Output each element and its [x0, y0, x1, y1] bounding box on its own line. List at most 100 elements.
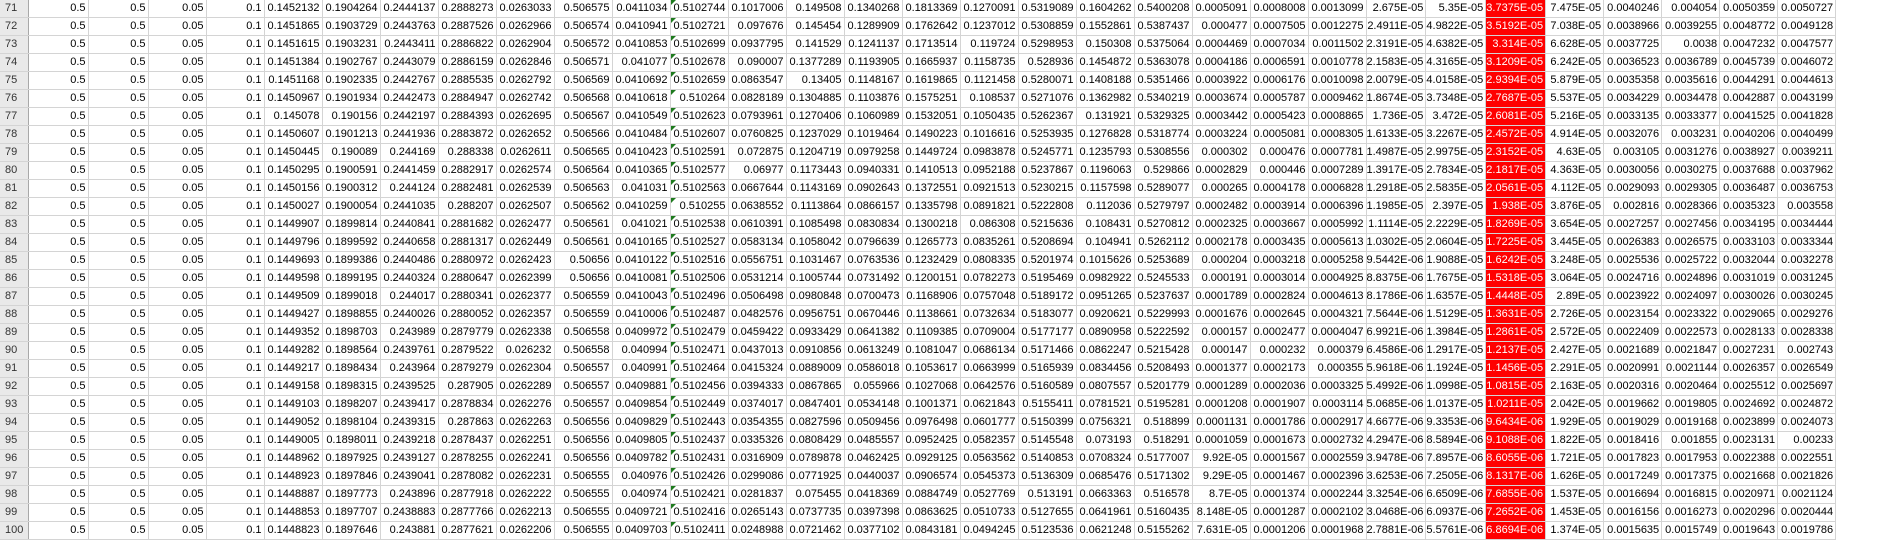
grid-cell[interactable]: 0.0022388 [1719, 449, 1779, 468]
grid-cell[interactable]: 0.1270406 [786, 107, 845, 126]
grid-cell[interactable]: 0.0867865 [786, 377, 845, 396]
row-header[interactable]: 88 [0, 305, 29, 324]
grid-cell[interactable]: 0.1 [206, 17, 265, 36]
grid-cell[interactable]: 0.1 [206, 0, 265, 18]
grid-cell[interactable]: 0.2887526 [438, 17, 497, 36]
grid-cell[interactable]: 0.0756321 [1076, 413, 1135, 432]
grid-cell[interactable]: 0.1204719 [786, 143, 845, 162]
grid-cell[interactable]: 0.0031245 [1777, 269, 1837, 288]
grid-cell[interactable]: 0.05 [148, 413, 207, 432]
grid-cell[interactable]: 0.1619865 [902, 71, 961, 90]
grid-cell[interactable]: 0.506556 [554, 431, 613, 450]
grid-cell[interactable]: 0.5102607 [670, 125, 729, 144]
grid-cell[interactable]: 0.0047577 [1777, 35, 1837, 54]
grid-cell[interactable]: 0.1 [206, 125, 265, 144]
grid-cell[interactable]: 0.5102516 [670, 251, 729, 270]
grid-cell[interactable]: 0.0001131 [1192, 413, 1251, 432]
grid-cell[interactable]: 0.0030056 [1603, 161, 1663, 180]
grid-cell[interactable]: 0.2878255 [438, 449, 497, 468]
grid-cell[interactable]: 0.0262276 [496, 395, 555, 414]
grid-cell[interactable]: 0.0494245 [960, 521, 1019, 540]
grid-cell[interactable]: 0.0863547 [728, 71, 787, 90]
grid-cell[interactable]: 0.5102411 [670, 521, 729, 540]
grid-cell[interactable]: 0.001855 [1661, 431, 1721, 450]
grid-cell[interactable]: 0.2439525 [380, 377, 439, 396]
grid-cell[interactable]: 0.1 [206, 71, 265, 90]
grid-cell[interactable]: 0.0709004 [960, 323, 1019, 342]
grid-cell[interactable]: 0.05 [148, 197, 207, 216]
grid-cell[interactable]: 1.721E-05 [1545, 449, 1605, 468]
grid-cell[interactable]: 0.05 [148, 467, 207, 486]
grid-cell[interactable]: 0.5 [28, 125, 89, 144]
grid-cell[interactable]: 0.05 [148, 161, 207, 180]
grid-cell[interactable]: 0.145078 [264, 107, 323, 126]
grid-cell[interactable]: 0.506575 [554, 0, 613, 18]
grid-cell[interactable]: 0.000191 [1192, 269, 1251, 288]
grid-cell[interactable]: 0.5177177 [1018, 323, 1077, 342]
grid-cell[interactable]: 0.0036789 [1661, 53, 1721, 72]
grid-cell[interactable]: 0.1173443 [786, 161, 845, 180]
grid-cell[interactable]: 0.1449796 [264, 233, 323, 252]
grid-cell[interactable]: 0.0002829 [1192, 161, 1251, 180]
grid-cell[interactable]: 0.0262206 [496, 521, 555, 540]
grid-cell[interactable]: 5.879E-05 [1545, 71, 1605, 90]
grid-cell[interactable]: 0.1 [206, 143, 265, 162]
grid-cell[interactable]: 0.1900591 [322, 161, 381, 180]
grid-cell[interactable]: 0.1449005 [264, 431, 323, 450]
grid-cell[interactable]: 0.5 [88, 35, 149, 54]
grid-cell[interactable]: 0.0035323 [1719, 197, 1779, 216]
grid-cell[interactable]: 0.1276828 [1076, 125, 1135, 144]
grid-cell[interactable]: 0.0042887 [1719, 89, 1779, 108]
grid-cell[interactable]: 0.0008305 [1308, 125, 1367, 144]
grid-cell[interactable]: 0.5145548 [1018, 431, 1077, 450]
grid-cell[interactable]: 1.0998E-05 [1425, 377, 1487, 396]
grid-cell[interactable]: 0.1168906 [902, 287, 961, 306]
grid-cell[interactable]: 0.0006176 [1250, 71, 1309, 90]
grid-cell[interactable]: 0.0670446 [844, 305, 903, 324]
grid-cell[interactable]: 0.0020464 [1661, 377, 1721, 396]
grid-cell[interactable]: 0.1900312 [322, 179, 381, 198]
grid-cell[interactable]: 0.1897846 [322, 467, 381, 486]
grid-cell[interactable]: 0.1450607 [264, 125, 323, 144]
grid-cell[interactable]: 0.506564 [554, 161, 613, 180]
grid-cell[interactable]: 0.1 [206, 161, 265, 180]
grid-cell[interactable]: 3.248E-05 [1545, 251, 1605, 270]
grid-cell[interactable]: 0.2443763 [380, 17, 439, 36]
grid-cell[interactable]: 0.0002824 [1250, 287, 1309, 306]
grid-cell[interactable]: 0.1449509 [264, 287, 323, 306]
grid-cell[interactable]: 0.0050359 [1719, 0, 1779, 18]
grid-cell[interactable]: 0.0039255 [1661, 17, 1721, 36]
grid-cell[interactable]: 0.0021826 [1777, 467, 1837, 486]
grid-cell[interactable]: 0.506572 [554, 35, 613, 54]
row-header[interactable]: 83 [0, 215, 29, 234]
row-header[interactable]: 97 [0, 467, 29, 486]
grid-cell[interactable]: 1.374E-05 [1545, 521, 1605, 540]
grid-cell[interactable]: 0.1898855 [322, 305, 381, 324]
grid-cell[interactable]: 0.5 [88, 215, 149, 234]
grid-cell[interactable]: 0.0001786 [1250, 413, 1309, 432]
grid-cell[interactable]: 0.506566 [554, 125, 613, 144]
grid-cell[interactable]: 0.0262611 [496, 143, 555, 162]
grid-cell[interactable]: 0.506555 [554, 485, 613, 504]
grid-cell[interactable]: 0.243896 [380, 485, 439, 504]
grid-cell[interactable]: 0.1901934 [322, 89, 381, 108]
grid-cell[interactable]: 0.0004178 [1250, 179, 1309, 198]
grid-cell[interactable]: 0.0763536 [844, 251, 903, 270]
grid-cell[interactable]: 0.0006591 [1250, 53, 1309, 72]
grid-cell[interactable]: 8.8375E-06 [1366, 269, 1427, 288]
grid-cell[interactable]: 0.5289077 [1134, 179, 1193, 198]
grid-cell[interactable]: 0.0008865 [1308, 107, 1367, 126]
grid-cell[interactable]: 0.5102443 [670, 413, 729, 432]
grid-cell[interactable]: 0.0409854 [612, 395, 671, 414]
grid-cell[interactable]: 4.363E-05 [1545, 161, 1605, 180]
grid-cell[interactable]: 1.5129E-05 [1425, 305, 1487, 324]
grid-cell[interactable]: 0.5 [88, 377, 149, 396]
grid-cell[interactable]: 0.0808429 [786, 431, 845, 450]
grid-cell[interactable]: 0.05 [148, 395, 207, 414]
highlighted-cell[interactable]: 8.6055E-06 [1485, 449, 1547, 468]
grid-cell[interactable]: 0.5 [28, 89, 89, 108]
grid-cell[interactable]: 0.0017249 [1603, 467, 1663, 486]
grid-cell[interactable]: 0.0262846 [496, 53, 555, 72]
grid-cell[interactable]: 0.0316909 [728, 449, 787, 468]
grid-cell[interactable]: 0.1575251 [902, 89, 961, 108]
